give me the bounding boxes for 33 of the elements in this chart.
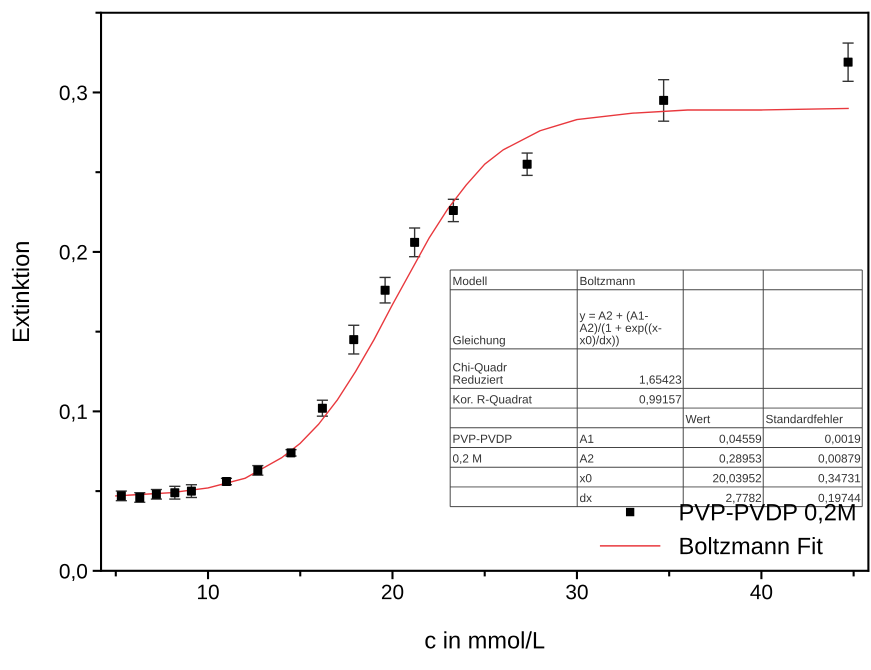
x-tick-label: 40 — [750, 584, 772, 600]
point — [349, 335, 358, 344]
x-tick-label: 20 — [382, 584, 404, 600]
point — [410, 238, 420, 247]
point — [844, 58, 853, 67]
x-axis-title: c in mmol/L — [425, 631, 544, 649]
text: Wert Standardfehler — [686, 414, 843, 424]
text: PVP-PVDP A1 0,04559 0,0019 — [453, 434, 860, 444]
text: dx 2,7782 0,19744 — [580, 493, 860, 504]
legend-label: PVP-PVDP 0,2M — [680, 504, 855, 524]
point — [170, 488, 180, 498]
y-tick-label: 0,2 — [60, 244, 87, 262]
point — [448, 206, 458, 215]
point — [522, 160, 532, 169]
x-tick-label: 30 — [566, 584, 588, 600]
text: Gleichung y = A2 + (A1- A2)/(1 + exp((x- x0)/dx)) — [453, 311, 662, 347]
y-tick-label: 0,1 — [60, 404, 87, 422]
y-tick-label: 0,3 — [60, 85, 87, 103]
point — [286, 448, 296, 458]
text: Chi-Quadr Reduziert 1,65423 — [453, 362, 682, 386]
legend-label: Boltzmann Fit — [680, 537, 823, 554]
point — [186, 486, 196, 496]
point — [380, 286, 390, 295]
point — [222, 477, 231, 486]
text: 0,2 M A2 0,28953 0,00879 — [452, 454, 860, 464]
y-tick-label: 0,0 — [60, 564, 88, 582]
point — [318, 404, 327, 413]
y-axis-title: Extinktion — [12, 242, 30, 342]
point — [659, 96, 668, 105]
x-tick-label: 10 — [198, 584, 219, 600]
text: Kor. R-Quadrat 0,99157 — [453, 394, 682, 406]
text: Modell Boltzmann — [453, 276, 635, 286]
text: x0 20,03952 0,34731 — [580, 474, 860, 484]
